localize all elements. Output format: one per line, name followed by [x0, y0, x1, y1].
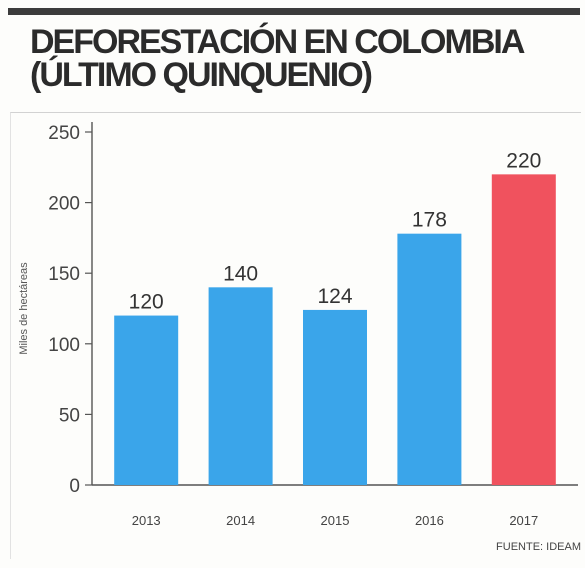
x-tick-label-2014: 2014 — [226, 513, 255, 528]
bar-2017 — [491, 174, 556, 486]
bar-2015 — [303, 309, 367, 485]
y-tick-label: 200 — [48, 194, 80, 215]
x-tick-label-2016: 2016 — [415, 513, 444, 528]
x-tick-label-2015: 2015 — [321, 513, 350, 528]
y-tick-label: 100 — [48, 335, 80, 356]
chart-title: DEFORESTACIÓN EN COLOMBIA (ÚLTIMO QUINQU… — [30, 23, 525, 94]
data-label-2016: 178 — [412, 209, 447, 232]
y-tick-label: 0 — [69, 476, 80, 497]
bar-2016 — [397, 233, 462, 485]
x-tick-label-2013: 2013 — [132, 513, 161, 528]
header-rule — [8, 8, 580, 15]
bar-2014 — [208, 287, 273, 485]
x-tick-label-2017: 2017 — [509, 513, 538, 528]
y-tick-label: 150 — [48, 264, 80, 285]
data-label-2017: 220 — [506, 149, 541, 172]
bar-2013 — [114, 315, 179, 485]
chart-title-line-2: (ÚLTIMO QUINQUENIO) — [30, 56, 373, 94]
y-tick-label: 50 — [59, 405, 80, 426]
y-axis-label: Miles de hectáreas — [18, 262, 30, 355]
chart-title-line-1: DEFORESTACIÓN EN COLOMBIA — [30, 23, 525, 61]
data-label-2014: 140 — [223, 262, 258, 285]
chart-panel — [10, 112, 581, 559]
source-note: FUENTE: IDEAM — [496, 541, 581, 553]
data-label-2015: 124 — [317, 285, 352, 308]
data-label-2013: 120 — [129, 291, 164, 314]
y-tick-label: 250 — [48, 123, 80, 144]
